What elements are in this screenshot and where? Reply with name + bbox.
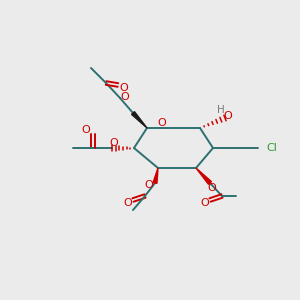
Text: H: H (217, 105, 225, 115)
Text: O: O (121, 92, 129, 102)
Text: O: O (82, 125, 90, 135)
Polygon shape (196, 168, 212, 184)
Text: O: O (208, 183, 216, 193)
Text: O: O (145, 180, 153, 190)
Text: Cl: Cl (266, 143, 277, 153)
Polygon shape (153, 168, 158, 183)
Text: O: O (124, 198, 132, 208)
Text: O: O (201, 198, 209, 208)
Text: O: O (224, 111, 232, 121)
Text: O: O (110, 138, 118, 148)
Text: O: O (158, 118, 166, 128)
Polygon shape (131, 112, 147, 128)
Text: O: O (120, 83, 128, 93)
